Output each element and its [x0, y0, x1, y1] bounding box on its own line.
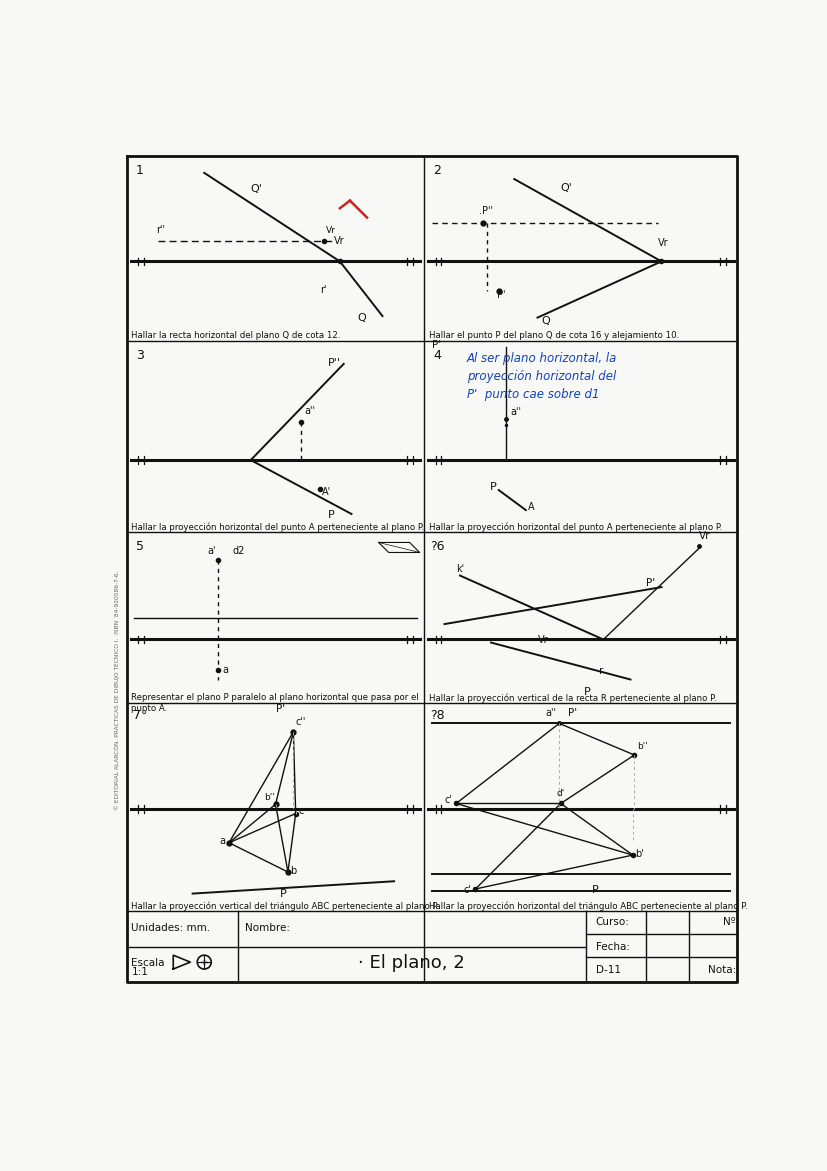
Text: Fecha:: Fecha:: [595, 941, 629, 952]
Text: Hallar la proyección horizontal del punto A perteneciente al plano P.: Hallar la proyección horizontal del punt…: [428, 522, 721, 532]
Text: c': c': [444, 795, 452, 806]
Text: Q: Q: [357, 314, 366, 323]
Text: P: P: [583, 687, 590, 697]
Text: a: a: [219, 836, 226, 847]
Text: Nº: Nº: [723, 917, 735, 927]
Text: P': P': [275, 704, 284, 714]
Text: 5: 5: [136, 540, 144, 553]
Text: Vr: Vr: [333, 237, 344, 246]
Text: Vr: Vr: [698, 532, 710, 541]
Text: b'': b'': [636, 741, 647, 751]
Text: P: P: [280, 889, 287, 898]
Text: Al ser plano horizontal, la
proyección horizontal del
P'  punto cae sobre d1: Al ser plano horizontal, la proyección h…: [466, 352, 617, 402]
Text: 1:1: 1:1: [131, 967, 148, 977]
Text: © EDITORIAL ALARCÓN. PRÁCTICAS DE DIBUJO TÉCNICO I.  ISBN  84-920586-7-6.: © EDITORIAL ALARCÓN. PRÁCTICAS DE DIBUJO…: [114, 571, 121, 810]
Text: .P'': .P'': [479, 206, 493, 215]
Text: 1: 1: [136, 164, 144, 177]
Text: 7°: 7°: [132, 710, 147, 723]
Text: a'': a'': [509, 406, 521, 417]
Text: P': P': [645, 577, 654, 588]
Text: b'': b'': [264, 794, 275, 802]
Text: ?8: ?8: [430, 710, 444, 723]
Text: k': k': [456, 563, 464, 574]
Text: 3: 3: [136, 349, 144, 362]
Text: D-11: D-11: [595, 965, 620, 974]
Text: a': a': [207, 546, 216, 556]
Text: r'': r'': [156, 225, 165, 235]
Text: Representar el plano P paralelo al plano horizontal que pasa por el
punto A.: Representar el plano P paralelo al plano…: [131, 693, 418, 713]
Text: Curso:: Curso:: [595, 917, 629, 927]
Text: d': d': [557, 789, 565, 797]
Text: Nota:: Nota:: [707, 965, 735, 974]
Text: Hallar el punto P del plano Q de cota 16 y alejamiento 10.: Hallar el punto P del plano Q de cota 16…: [428, 331, 678, 341]
Text: P: P: [489, 482, 495, 492]
Text: c: c: [298, 806, 303, 815]
Text: a: a: [222, 665, 227, 674]
Text: Unidades: mm.: Unidades: mm.: [131, 923, 210, 933]
Text: Hallar la proyección horizontal del punto A perteneciente al plano P.: Hallar la proyección horizontal del punt…: [131, 522, 424, 532]
Text: · El plano, 2: · El plano, 2: [357, 954, 464, 972]
Text: P'': P'': [327, 358, 341, 368]
Text: Q': Q': [251, 184, 262, 194]
Text: Hallar la recta horizontal del plano Q de cota 12.: Hallar la recta horizontal del plano Q d…: [131, 331, 341, 341]
Text: P': P': [496, 290, 505, 301]
Text: A': A': [322, 487, 331, 497]
Text: a'': a'': [304, 406, 315, 416]
Text: r: r: [599, 666, 603, 676]
Text: Nombre:: Nombre:: [244, 923, 289, 933]
Text: Hallar la proyección vertical de la recta R perteneciente al plano P.: Hallar la proyección vertical de la rect…: [428, 693, 715, 703]
Text: 4: 4: [433, 349, 441, 362]
Text: P: P: [591, 885, 598, 895]
Text: P': P': [432, 341, 441, 350]
Text: Q: Q: [541, 316, 549, 326]
Text: A: A: [528, 502, 534, 512]
Text: a'': a'': [545, 707, 556, 718]
Text: b': b': [634, 849, 643, 858]
Text: Vr: Vr: [326, 226, 336, 235]
Text: c': c': [463, 885, 471, 895]
Text: Escala: Escala: [131, 958, 165, 968]
Text: c'': c'': [295, 717, 306, 727]
Text: Hallar la proyección horizontal del triángulo ABC perteneciente al plano P.: Hallar la proyección horizontal del triá…: [428, 902, 747, 911]
Text: ?6: ?6: [430, 540, 444, 553]
Text: r': r': [320, 285, 327, 295]
Text: P: P: [327, 509, 335, 520]
Text: d2: d2: [232, 546, 244, 556]
Text: Vr: Vr: [537, 635, 547, 644]
Text: Vr: Vr: [657, 238, 667, 248]
Text: Q': Q': [560, 183, 572, 192]
Text: 2: 2: [433, 164, 441, 177]
Text: Hallar la proyección vertical del triángulo ABC perteneciente al plano P.: Hallar la proyección vertical del triáng…: [131, 902, 439, 911]
Text: P': P': [568, 707, 577, 718]
Text: b: b: [290, 867, 296, 876]
